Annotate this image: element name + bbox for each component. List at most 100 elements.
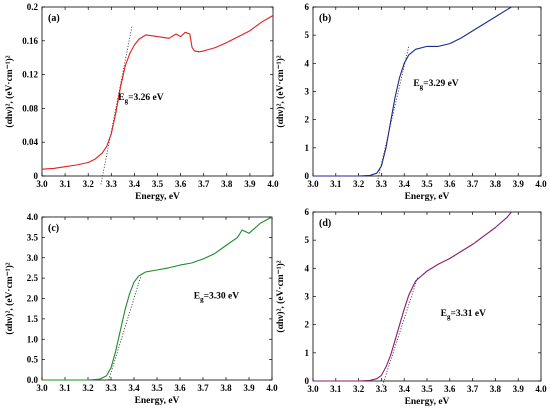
y-tick-label: 0 [305, 376, 310, 386]
x-tick-label: 3.1 [59, 179, 71, 189]
x-tick-label: 3.4 [399, 384, 411, 394]
x-tick-label: 4.0 [535, 179, 547, 189]
panel-label: (c) [48, 223, 59, 234]
y-tick-label: 0 [34, 171, 39, 181]
x-tick-label: 3.6 [174, 383, 186, 393]
y-tick-label: 5 [305, 235, 310, 245]
x-tick-label: 3.5 [421, 384, 433, 394]
x-tick-label: 3.0 [36, 179, 48, 189]
x-tick-label: 3.7 [197, 383, 209, 393]
y-tick-label: 1 [305, 143, 310, 153]
x-tick-label: 3.7 [198, 179, 210, 189]
x-tick-label: 3.3 [105, 383, 117, 393]
y-tick-label: 2.5 [27, 273, 39, 283]
x-tick-label: 3.2 [353, 179, 365, 189]
x-tick-label: 3.6 [175, 179, 187, 189]
x-tick-label: 3.5 [152, 179, 164, 189]
plot-frame [41, 6, 274, 177]
y-tick-label: 0.08 [22, 103, 38, 113]
x-tick-label: 3.8 [490, 179, 502, 189]
chart-panel-b: 3.0 3.1 3.2 3.3 3.4 3.5 3.6 3.7 3.8 3.9 4.0 0 1 2 3 4 5 6… [275, 2, 547, 202]
band-gap-annotation: Eg=3.30 eV [194, 292, 239, 304]
x-tick-label: 3.0 [307, 384, 319, 394]
y-tick-label: 0 [305, 171, 310, 181]
x-tick-label: 3.0 [307, 179, 319, 189]
x-tick-label: 3.5 [421, 179, 433, 189]
x-tick-label: 3.8 [220, 383, 232, 393]
series-line [313, 211, 512, 382]
y-tick-label: 2.0 [27, 294, 39, 304]
x-tick-label: 3.3 [376, 384, 388, 394]
x-tick-label: 3.3 [106, 179, 118, 189]
x-tick-label: 3.9 [243, 383, 255, 393]
y-tick-label: 0.04 [22, 137, 38, 147]
x-tick-label: 3.5 [151, 383, 163, 393]
chart-panel-d: 3.0 3.1 3.2 3.3 3.4 3.5 3.6 3.7 3.8 3.9 4.0 0 1 2 3 4 5 6… [275, 207, 547, 407]
x-tick-label: 3.3 [376, 179, 388, 189]
x-tick-label: 3.9 [513, 384, 525, 394]
tangent-line [377, 46, 410, 179]
x-tick-label: 3.6 [444, 179, 456, 189]
band-gap-annotation: Eg=3.26 eV [118, 93, 163, 105]
y-tick-label: 0.12 [22, 70, 38, 80]
series-line [313, 6, 512, 177]
x-axis-label: Energy, eV [405, 192, 450, 202]
series-line [42, 216, 273, 381]
x-tick-label: 3.9 [244, 179, 256, 189]
y-axis-label: (αhν)², (eV·cm⁻¹)² [275, 55, 286, 127]
y-tick-label: 3.0 [27, 253, 39, 263]
y-tick-label: 1 [305, 348, 310, 358]
chart-panel-a: 3.0 3.1 3.2 3.3 3.4 3.5 3.6 3.7 3.8 3.9 4.0 0 0.04 0.… [4, 2, 279, 202]
y-tick-label: 4.0 [27, 212, 39, 222]
x-tick-label: 4.0 [266, 383, 278, 393]
x-axis-label: Energy, eV [135, 396, 180, 406]
tangent-line [382, 276, 419, 386]
y-tick-label: 0.5 [27, 355, 39, 365]
y-tick-label: 3 [305, 87, 310, 97]
x-tick-label: 3.4 [128, 383, 140, 393]
tangent-line [108, 275, 142, 381]
chart-panel-c: 3.0 3.1 3.2 3.3 3.4 3.5 3.6 3.7 3.8 3.9 4.0 0.0 0.5 1… [4, 212, 278, 406]
y-tick-label: 6 [305, 2, 310, 12]
band-gap-annotation: Eg=3.31 eV [441, 309, 486, 321]
y-tick-label: 3.5 [27, 232, 39, 242]
y-tick-label: 5 [305, 30, 310, 40]
x-tick-label: 3.8 [221, 179, 233, 189]
y-tick-label: 0.0 [27, 375, 39, 385]
x-tick-label: 3.7 [467, 179, 479, 189]
x-tick-label: 3.7 [467, 384, 479, 394]
y-tick-label: 1.5 [27, 314, 39, 324]
x-tick-label: 3.2 [83, 179, 95, 189]
y-tick-label: 0.2 [27, 2, 39, 12]
y-axis-label: (αhν)², (eV·cm⁻¹)² [4, 55, 15, 127]
plot-frame [312, 211, 542, 382]
y-tick-label: 1.0 [27, 334, 39, 344]
panel-label: (a) [48, 13, 60, 24]
x-tick-label: 3.4 [129, 179, 141, 189]
y-axis-label: (αhν)², (eV·cm⁻¹)² [4, 262, 15, 334]
y-tick-label: 2 [305, 320, 310, 330]
x-tick-label: 3.8 [490, 384, 502, 394]
y-tick-label: 3 [305, 292, 310, 302]
panel-label: (b) [319, 13, 331, 24]
series-line [41, 15, 274, 170]
tangent-line [100, 25, 133, 185]
plot-frame [312, 6, 542, 177]
x-tick-label: 4.0 [535, 384, 547, 394]
y-tick-label: 0.16 [22, 36, 38, 46]
y-tick-label: 4 [305, 263, 310, 273]
x-tick-label: 3.1 [330, 384, 342, 394]
x-tick-label: 3.1 [330, 179, 342, 189]
x-axis-label: Energy, eV [135, 192, 180, 202]
panel-label: (d) [319, 218, 331, 229]
y-tick-label: 2 [305, 115, 310, 125]
y-tick-label: 6 [305, 207, 310, 217]
x-axis-label: Energy, eV [405, 397, 450, 407]
x-tick-label: 3.6 [444, 384, 456, 394]
band-gap-annotation: Eg=3.29 eV [413, 79, 458, 91]
x-tick-label: 4.0 [267, 179, 279, 189]
x-tick-label: 3.4 [399, 179, 411, 189]
x-tick-label: 3.2 [353, 384, 365, 394]
x-tick-label: 3.1 [59, 383, 71, 393]
